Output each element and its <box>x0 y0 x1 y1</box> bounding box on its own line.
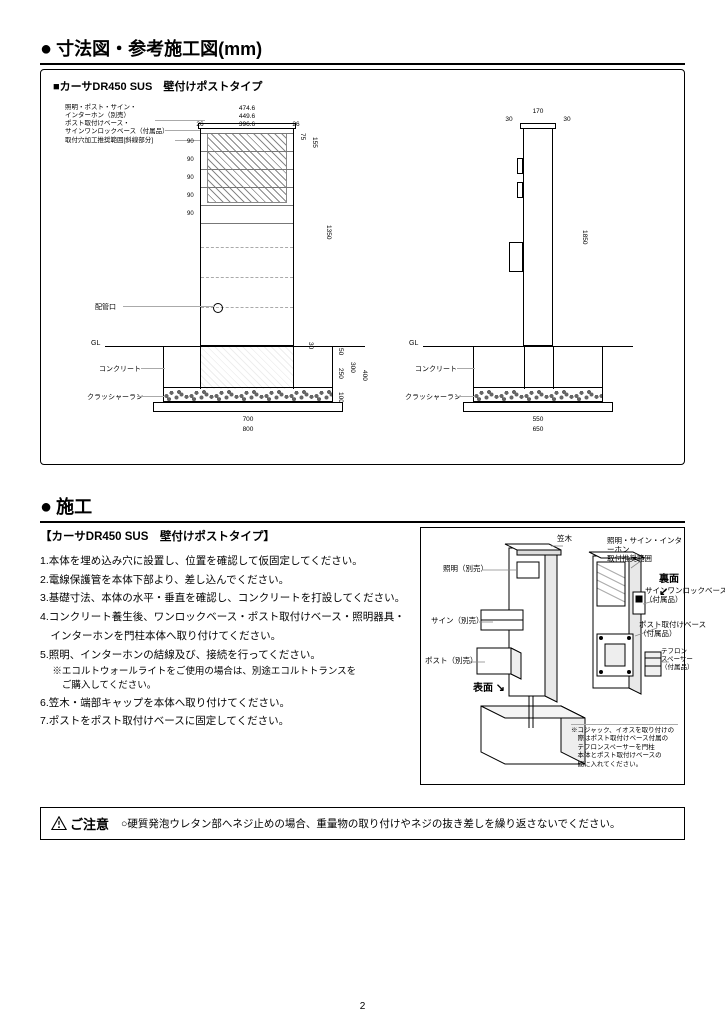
page-number: 2 <box>0 1001 725 1012</box>
dim-side-top: 170 <box>513 108 563 115</box>
label-crusher-s: クラッシャーラン <box>405 392 461 402</box>
label-crusher-f: クラッシャーラン <box>87 392 143 402</box>
dim-300: 300 <box>349 346 356 388</box>
dim-side-h: 1850 <box>581 142 588 332</box>
title1-text: 寸法図・参考施工図(mm) <box>56 35 262 61</box>
step-1: 1.本体を埋め込み穴に設置し、位置を確認して仮固定してください。 <box>40 552 406 571</box>
dim-700: 700 <box>163 416 333 423</box>
iso-post: ポスト（別売） <box>425 656 478 665</box>
label-pipe: 配管口 <box>95 302 116 312</box>
side-elevation: 170 30 30 1850 GL コンクリート クラッシャーラン <box>413 102 663 452</box>
iso-ura: 裏面↙ <box>659 574 679 599</box>
step-2: 2.電線保護管を本体下部より、差し込んでください。 <box>40 571 406 590</box>
gl-label-front: GL <box>91 340 100 347</box>
side-pillar <box>523 126 553 346</box>
iso-note: ※コジャック、イオスを取り付けの 際はポスト取付けベース付属の テフロンスペーサ… <box>571 724 678 769</box>
dim-800: 800 <box>153 426 343 433</box>
caution-label: ご注意 <box>51 814 109 833</box>
dim-side-550: 550 <box>473 416 603 423</box>
side-base-slab <box>463 402 613 412</box>
front-foundation <box>163 346 333 402</box>
isometric-box: 笠木 照明（別売） サイン（別売） ポスト（別売） 表面 ↘ 照明・サイン・イン… <box>420 527 685 785</box>
caution-box: ご注意 ○硬質発泡ウレタン部へネジ止めの場合、重量物の取り付けやネジの抜き差しを… <box>40 807 685 840</box>
step-4a: 4.コンクリート養生後、ワンロックベース・ポスト取付けベース・照明器具・ <box>40 608 406 627</box>
label-concrete-f: コンクリート <box>99 364 141 374</box>
title2-text: 施工 <box>56 493 92 519</box>
front-labels: 照明・ポスト・サイン・ インターホン（別売） ポスト取付けベース・ サインワンロ… <box>65 104 169 145</box>
warning-icon <box>51 816 67 831</box>
iso-sign: サイン（別売） <box>431 616 484 625</box>
dim-top-side-l: 26 <box>193 121 207 128</box>
dim-50: 50 <box>337 346 344 358</box>
bullet2: ● <box>40 496 52 519</box>
caution-text: ○硬質発泡ウレタン部へネジ止めの場合、重量物の取り付けやネジの抜き差しを繰り返さ… <box>121 816 621 831</box>
dim-250: 250 <box>337 358 344 388</box>
dim-75: 75 <box>299 128 306 146</box>
iso-lighting: 照明（別売） <box>443 564 488 573</box>
dim-100: 100 <box>337 390 344 404</box>
dim-1350: 1350 <box>325 162 332 302</box>
dim-top3: 396.6 <box>208 121 286 128</box>
steps-heading: 【カーサDR450 SUS 壁付けポストタイプ】 <box>40 527 406 548</box>
front-base-slab <box>153 402 343 412</box>
side-foundation <box>473 346 603 402</box>
dim-top2: 449.6 <box>200 113 294 120</box>
dim-top1: 474.6 <box>200 105 294 112</box>
label-concrete-s: コンクリート <box>415 364 457 374</box>
iso-omote: 表面 ↘ <box>473 682 505 695</box>
section2-title: ● 施工 <box>40 493 685 523</box>
tick-90: 90 <box>187 133 194 151</box>
gl-label-side: GL <box>409 340 418 347</box>
diagram-area: 照明・ポスト・サイン・ インターホン（別売） ポスト取付けベース・ サインワンロ… <box>53 102 672 452</box>
caution-label-text: ご注意 <box>70 814 109 833</box>
dim-155: 155 <box>311 126 318 158</box>
construction-layout: 【カーサDR450 SUS 壁付けポストタイプ】 1.本体を埋め込み穴に設置し、… <box>40 527 685 785</box>
dim-side-650: 650 <box>463 426 613 433</box>
dim-400: 400 <box>361 346 368 404</box>
iso-kasagi: 笠木 <box>557 534 572 543</box>
step-7: 7.ポストをポスト取付けベースに固定してください。 <box>40 712 406 731</box>
step-5-note-b: ご購入してください。 <box>40 679 406 693</box>
subtitle1: ■カーサDR450 SUS 壁付けポストタイプ <box>53 78 672 94</box>
section1-title: ● 寸法図・参考施工図(mm) <box>40 35 685 65</box>
dim-side-30l: 30 <box>501 116 517 123</box>
construction-steps: 【カーサDR450 SUS 壁付けポストタイプ】 1.本体を埋め込み穴に設置し、… <box>40 527 406 731</box>
step-5: 5.照明、インターホンの結線及び、接続を行ってください。 <box>40 646 406 665</box>
dim-top-side-r: 26 <box>289 121 303 128</box>
step-6: 6.笠木・端部キャップを本体へ取り付けてください。 <box>40 694 406 713</box>
iso-onelock: サインワンロックベース （付属品） <box>645 586 725 604</box>
bullet1: ● <box>40 38 52 61</box>
iso-tr1: 照明・サイン・インターホン 取付推奨範囲 <box>607 536 684 563</box>
dim-side-30r: 30 <box>559 116 575 123</box>
step-3: 3.基礎寸法、本体の水平・垂直を確認し、コンクリートを打設してください。 <box>40 589 406 608</box>
step-5-note-a: ※エコルトウォールライトをご使用の場合は、別途エコルトトランスを <box>40 665 406 679</box>
front-pillar: 90 90 90 90 90 <box>200 126 294 346</box>
step-4b: インターホンを門柱本体へ取り付けてください。 <box>40 627 406 646</box>
iso-postbase: ポスト取付けベース （付属品） <box>639 620 706 638</box>
iso-teflon: テフロン スペーサー （付属品） <box>661 648 694 671</box>
diagram-box: ■カーサDR450 SUS 壁付けポストタイプ 照明・ポスト・サイン・ インター… <box>40 69 685 465</box>
front-elevation: 照明・ポスト・サイン・ インターホン（別売） ポスト取付けベース・ サインワンロ… <box>65 102 395 452</box>
